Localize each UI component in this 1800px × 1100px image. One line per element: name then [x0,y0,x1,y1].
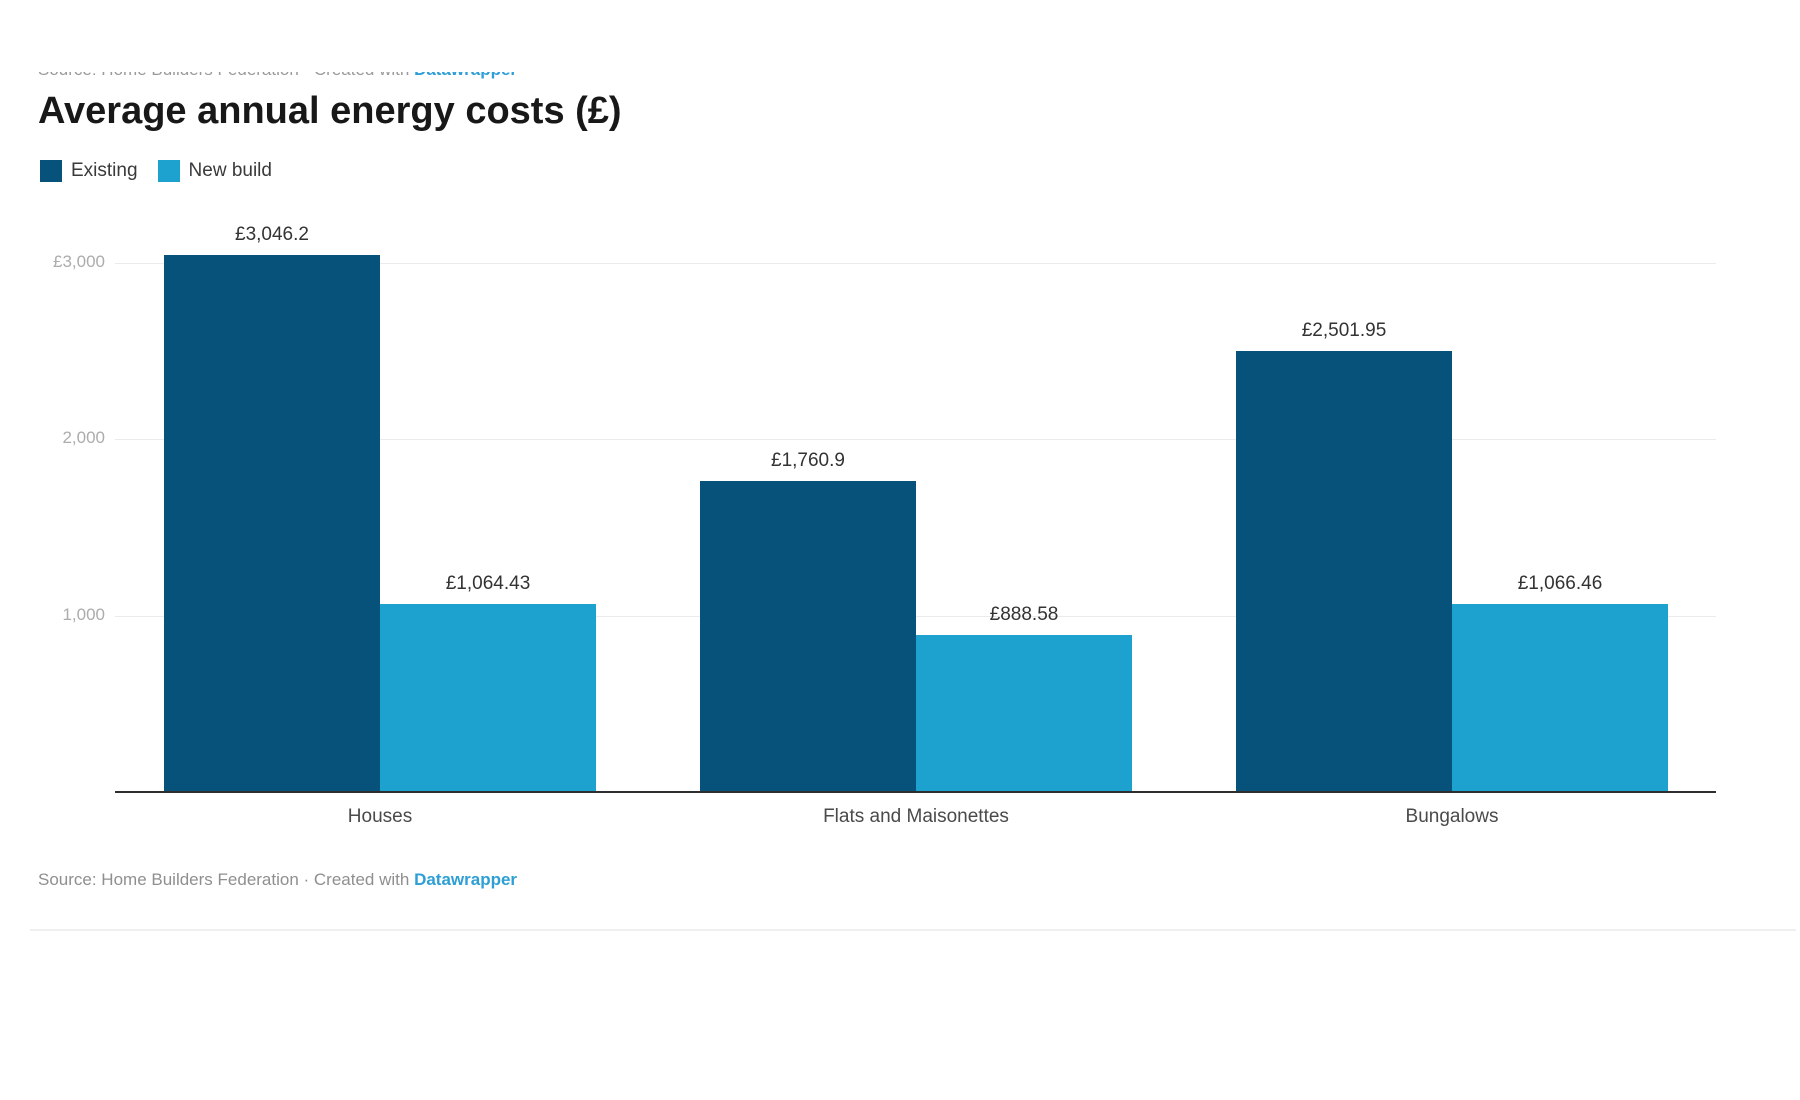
category-label-houses: Houses [347,806,413,827]
x-axis-line [115,791,1716,793]
bar-existing-0 [164,254,380,792]
legend-swatch-icon [157,160,180,182]
y-tick-label: 1,000 [62,604,105,624]
chart-title: Average annual energy costs (£) [38,90,622,132]
bar-new-build-1 [916,635,1132,792]
bottom-divider [30,929,1796,931]
legend-label: New build [188,160,272,181]
bar-existing-1 [700,481,916,792]
legend-item-new-build: New build [157,160,272,182]
value-label: £3,046.2 [235,223,309,245]
value-label: £1,064.43 [445,573,531,595]
clipped-source-line: Source: Home Builders Federation · Creat… [38,72,938,83]
datawrapper-link[interactable]: Datawrapper [414,870,518,889]
value-label: £1,066.46 [1517,572,1603,594]
clipped-source-text: Source: Home Builders Federation · Creat… [38,72,938,80]
clipped-datawrapper-text: Datawrapper [414,72,517,79]
bar-new-build-2 [1452,603,1668,792]
legend-label: Existing [71,160,138,181]
legend-item-existing: Existing [40,160,138,182]
y-tick-label: 2,000 [62,428,105,448]
category-label-flats-and-maisonettes: Flats and Maisonettes [823,806,1009,827]
value-label: £2,501.95 [1301,319,1387,341]
legend: Existing New build [40,160,272,182]
legend-swatch-icon [40,160,62,182]
source-text: Source: Home Builders Federation · Creat… [38,870,415,889]
bar-new-build-0 [380,604,596,792]
source-footer: Source: Home Builders Federation · Creat… [38,870,517,890]
value-label: £888.58 [989,604,1059,626]
gridline-3000 [115,263,1716,264]
category-label-bungalows: Bungalows [1405,806,1499,827]
value-label: £1,760.9 [771,450,845,472]
y-tick-label: £3,000 [53,252,105,271]
gridline-2000 [115,439,1716,441]
bar-existing-2 [1236,350,1452,792]
